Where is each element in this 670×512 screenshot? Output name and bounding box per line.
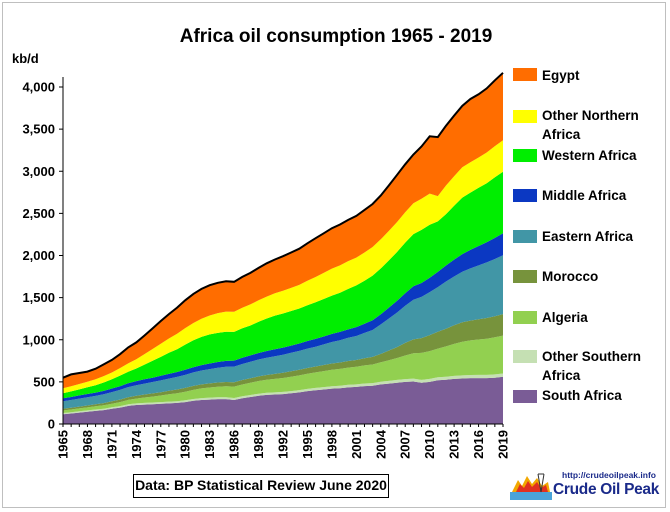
legend-swatch-algeria [513, 311, 537, 324]
x-tick-label: 1998 [324, 430, 339, 459]
legend-swatch-south-africa [513, 390, 537, 403]
x-tick-label: 1983 [202, 430, 217, 459]
legend-swatch-other-southern-africa [513, 350, 537, 363]
x-tick-label: 2004 [373, 429, 388, 459]
crude-oil-peak-logo[interactable]: http://crudeoilpeak.info Crude Oil Peak [510, 468, 660, 504]
legend-item-other-northern-africa: Other Northern Africa [513, 108, 639, 142]
legend-swatch-egypt [513, 68, 537, 81]
y-tick-label: 1,500 [22, 290, 55, 305]
x-tick-label: 1986 [227, 430, 242, 459]
y-tick-label: 1,000 [22, 332, 55, 347]
x-tick-label: 1974 [129, 429, 144, 459]
legend-label-morocco: Morocco [542, 269, 598, 284]
y-tick-label: 2,500 [22, 206, 55, 221]
y-tick-label: 3,500 [22, 122, 55, 137]
legend-label-egypt: Egypt [542, 68, 580, 83]
x-tick-label: 2019 [496, 430, 511, 459]
x-tick-label: 1971 [104, 430, 119, 459]
area-series-eastern-africa [63, 255, 503, 409]
axis-layer: 0 500 1,000 1,500 2,000 2,500 3,000 3,500 4,000 1… [22, 77, 511, 459]
x-tick-label: 1968 [80, 430, 95, 459]
legend-swatch-middle-africa [513, 189, 537, 202]
x-tick-label: 1980 [178, 430, 193, 459]
y-axis-unit-label: kb/d [12, 51, 39, 66]
legend-label-other-northern-africa-line1: Other Northern [542, 108, 639, 123]
y-tick-label: 500 [33, 374, 55, 389]
x-tick-label: 2010 [422, 430, 437, 459]
x-tick-label: 2016 [471, 430, 486, 459]
x-tick-label: 2013 [447, 430, 462, 459]
legend-item-western-africa: Western Africa [513, 148, 637, 163]
x-tick-label: 1995 [300, 430, 315, 459]
x-tick-label: 2007 [398, 430, 413, 459]
y-tick-label: 3,000 [22, 164, 55, 179]
legend-item-morocco: Morocco [513, 269, 598, 284]
legend-swatch-other-northern-africa [513, 110, 537, 123]
y-tick-label: 2,000 [22, 248, 55, 263]
legend-swatch-western-africa [513, 149, 537, 162]
x-tick-label: 2001 [349, 430, 364, 459]
y-tick-label: 4,000 [22, 80, 55, 95]
legend-label-western-africa: Western Africa [542, 148, 637, 163]
area-series-south-africa [63, 376, 503, 424]
legend-label-other-southern-africa-line1: Other Southern [542, 349, 641, 364]
legend-item-algeria: Algeria [513, 310, 588, 325]
chart-title: Africa oil consumption 1965 - 2019 [180, 26, 493, 47]
legend-label-middle-africa: Middle Africa [542, 188, 627, 203]
stacked-area-layer [62, 72, 504, 424]
legend-label-other-southern-africa-line2: Africa [542, 368, 581, 383]
x-tick-label: 1965 [56, 430, 71, 459]
x-tick-label: 1977 [153, 430, 168, 459]
legend-label-eastern-africa: Eastern Africa [542, 229, 634, 244]
legend: Egypt Other Northern Africa Western Afri… [513, 68, 641, 403]
area-series-algeria [63, 335, 503, 413]
legend-item-other-southern-africa: Other Southern Africa [513, 349, 641, 383]
legend-item-egypt: Egypt [513, 68, 580, 83]
legend-item-south-africa: South Africa [513, 388, 622, 403]
x-tick-label: 1989 [251, 430, 266, 459]
legend-swatch-eastern-africa [513, 230, 537, 243]
logo-url: http://crudeoilpeak.info [562, 470, 656, 480]
legend-label-other-northern-africa-line2: Africa [542, 127, 581, 142]
legend-label-south-africa: South Africa [542, 388, 622, 403]
logo-name: Crude Oil Peak [553, 481, 660, 498]
legend-swatch-morocco [513, 270, 537, 283]
oil-derrick-icon [510, 473, 552, 500]
data-source-note: Data: BP Statistical Review June 2020 [133, 474, 389, 498]
area-series-western-africa [63, 171, 503, 399]
legend-item-middle-africa: Middle Africa [513, 188, 627, 203]
total-outline [62, 72, 504, 379]
y-tick-label: 0 [48, 417, 55, 432]
legend-item-eastern-africa: Eastern Africa [513, 229, 634, 244]
area-series-other-southern-africa [63, 373, 503, 415]
legend-label-algeria: Algeria [542, 310, 588, 325]
area-series-morocco [63, 314, 503, 411]
x-tick-label: 1992 [276, 430, 291, 459]
